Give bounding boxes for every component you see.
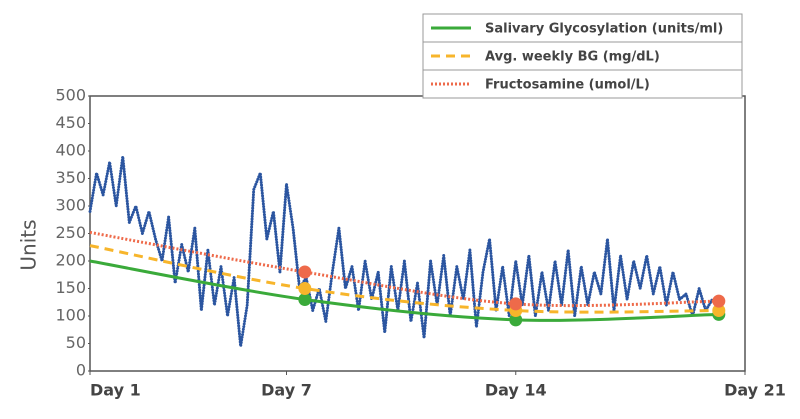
point [298, 265, 312, 279]
point [298, 282, 312, 295]
x-tick-label: Day 1 [90, 381, 141, 400]
trend-line [89, 244, 719, 314]
y-tick-label: 400 [55, 141, 86, 160]
legend-label: Avg. weekly BG (mg/dL) [485, 50, 660, 65]
y-tick-label: 300 [55, 196, 86, 215]
x-tick-label: Day 21 [724, 381, 786, 400]
legend-label: Salivary Glycosylation (units/ml) [485, 22, 723, 37]
y-tick-label: 500 [55, 86, 86, 105]
x-tick-label: Day 14 [485, 381, 547, 400]
x-tick-label: Day 7 [261, 381, 312, 400]
point [298, 293, 312, 306]
y-tick-label: 50 [66, 333, 86, 352]
y-axis-label: Units [17, 219, 41, 270]
point [712, 304, 726, 317]
plot-frame [89, 95, 746, 372]
trend-line [89, 259, 719, 322]
legend-label: Fructosamine (umol/L) [485, 78, 650, 93]
glucose-trace [88, 155, 721, 348]
point [509, 313, 523, 327]
y-tick-label: 150 [55, 278, 86, 297]
legend-row [422, 69, 743, 99]
y-tick-label: 0 [76, 361, 86, 380]
legend-row [422, 41, 743, 71]
y-tick-label: 200 [55, 251, 86, 270]
point [712, 294, 726, 308]
point [509, 297, 523, 311]
y-tick-label: 350 [55, 168, 86, 187]
y-tick-label: 250 [55, 223, 86, 242]
y-tick-label: 100 [55, 306, 86, 325]
y-tick-label: 450 [55, 113, 86, 132]
